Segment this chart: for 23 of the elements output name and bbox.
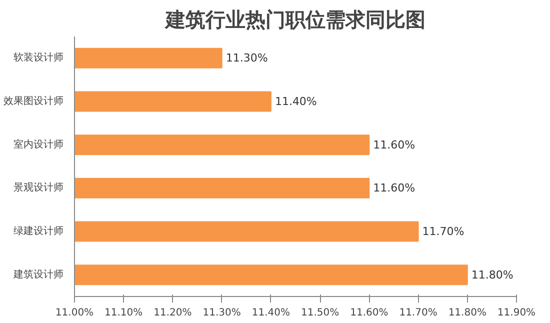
data-label: 11.30% <box>226 52 268 65</box>
data-label: 11.60% <box>373 138 416 152</box>
x-tick-label: 11.00% <box>55 308 94 318</box>
x-tick-label: 11.10% <box>104 308 143 318</box>
data-label: 11.80% <box>471 268 514 282</box>
x-tick-label: 11.20% <box>154 308 192 318</box>
y-tick-label: 景观设计师 <box>14 182 64 194</box>
x-tick-label: 11.60% <box>350 308 388 318</box>
data-label: 11.70% <box>422 225 464 238</box>
x-tick-label: 11.40% <box>252 308 290 318</box>
y-tick-label: 室内设计师 <box>14 138 64 150</box>
chart-title: 建筑行业热门职位需求同比图 <box>164 8 426 32</box>
x-tick-label: 11.70% <box>399 308 438 318</box>
data-label: 11.40% <box>274 95 317 108</box>
x-tick-label: 11.50% <box>300 308 340 318</box>
x-tick-label: 11.80% <box>448 308 486 318</box>
y-tick-label: 建筑设计师 <box>12 268 64 280</box>
data-label: 11.60% <box>373 182 416 195</box>
y-tick-label: 绿建设计师 <box>14 225 64 237</box>
y-tick-label: 软装设计师 <box>14 52 64 64</box>
x-tick-label: 11.30% <box>202 308 241 318</box>
y-tick-label: 效果图设计师 <box>4 95 64 107</box>
x-tick-label: 11.90% <box>497 308 536 318</box>
